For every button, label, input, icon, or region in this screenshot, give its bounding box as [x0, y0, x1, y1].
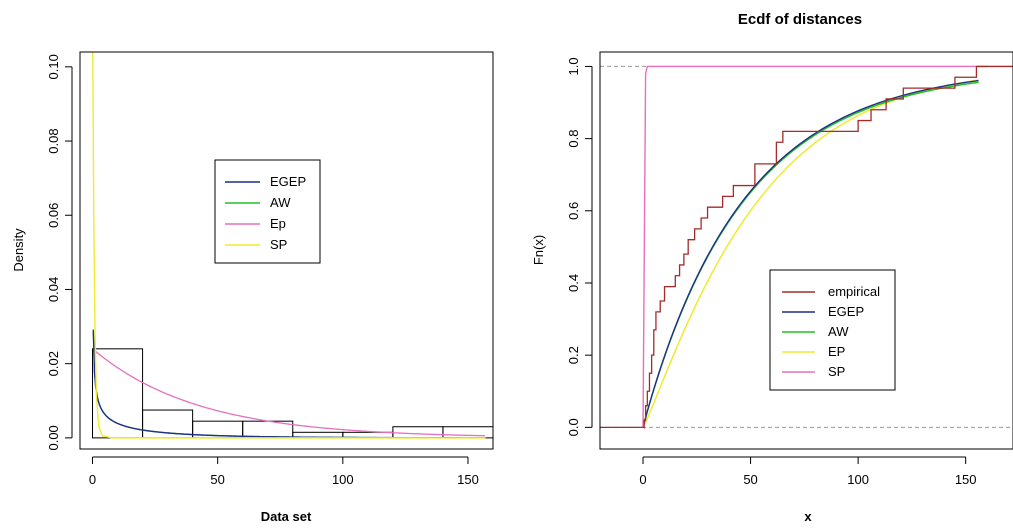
left-y-tick-label: 0.06 — [46, 203, 61, 228]
right-line-empirical — [600, 65, 1013, 430]
left-line-sp — [92, 52, 486, 439]
left-axes: 0 50 100 150 0.00 0.02 0.04 0.06 0.08 0.10 — [46, 54, 479, 487]
histogram-bar — [442, 426, 493, 439]
left-plot-marks — [92, 52, 493, 439]
right-x-tick-label: 100 — [847, 472, 869, 487]
right-chart-title: Ecdf of distances — [738, 11, 862, 28]
right-legend-label-sp: SP — [828, 364, 845, 379]
right-y-axis-label: Fn(x) — [531, 235, 546, 265]
right-x-tick-label: 0 — [639, 472, 646, 487]
right-x-axis-label: x — [804, 509, 812, 524]
left-y-tick-label: 0.04 — [46, 277, 61, 302]
left-y-tick-label: 0.02 — [46, 351, 61, 376]
left-legend-label-ep: Ep — [270, 216, 286, 231]
right-y-tick-label: 0.0 — [566, 418, 581, 436]
right-line-egep — [642, 79, 979, 428]
left-plot-area — [92, 52, 493, 439]
left-line-ep — [92, 348, 486, 437]
right-x-tick-label: 50 — [743, 472, 757, 487]
left-y-tick-label: 0.10 — [46, 54, 61, 79]
right-y-tick-label: 0.6 — [566, 202, 581, 220]
left-legend-box — [214, 159, 321, 264]
right-x-tick-label: 150 — [955, 472, 977, 487]
right-legend-box — [769, 269, 896, 391]
right-legend-label-aw: AW — [828, 324, 849, 339]
right-y-tick-label: 1.0 — [566, 57, 581, 75]
left-x-tick-label: 150 — [457, 472, 479, 487]
left-x-tick-label: 100 — [332, 472, 354, 487]
left-x-axis-label: Data set — [261, 509, 312, 524]
left-plot-frame — [79, 51, 494, 450]
left-y-tick-label: 0.08 — [46, 128, 61, 153]
right-y-tick-label: 0.4 — [566, 274, 581, 292]
right-chart: Ecdf of distances 0 50 100 1500.00.20.40.60… — [531, 11, 1013, 524]
left-legend-label-egep: EGEP — [270, 174, 306, 189]
left-legend-label-sp: SP — [270, 237, 287, 252]
right-plot-frame — [599, 51, 1013, 450]
right-legend-label-ep: EP — [828, 344, 845, 359]
left-chart: 0 50 100 150 0.00 0.02 0.04 0.06 0.08 0.10 Data s… — [11, 51, 494, 524]
histogram-bar — [392, 426, 444, 439]
right-legend-label-egep: EGEP — [828, 304, 864, 319]
histogram-bar — [92, 348, 144, 439]
left-y-tick-label: 0.00 — [46, 425, 61, 450]
left-y-axis-label: Density — [11, 228, 26, 272]
left-legend-label-aw: AW — [270, 195, 291, 210]
right-legend-label-empirical: empirical — [828, 284, 880, 299]
right-line-ep — [642, 79, 979, 428]
right-plot-marks — [600, 65, 1013, 430]
right-line-sp — [642, 65, 988, 428]
right-y-tick-label: 0.2 — [566, 346, 581, 364]
right-axes: 0 50 100 150 0.0 0.2 0.4 0.6 0.8 1.0 — [566, 57, 977, 487]
right-y-tick-label: 0.8 — [566, 130, 581, 148]
left-x-tick-label: 0 — [89, 472, 96, 487]
right-legend: empirical EGEP AW EP SP — [769, 269, 896, 391]
right-plot-area — [600, 65, 1013, 430]
left-x-tick-label: 50 — [210, 472, 224, 487]
left-legend: EGEP AW Ep SP — [214, 159, 321, 264]
